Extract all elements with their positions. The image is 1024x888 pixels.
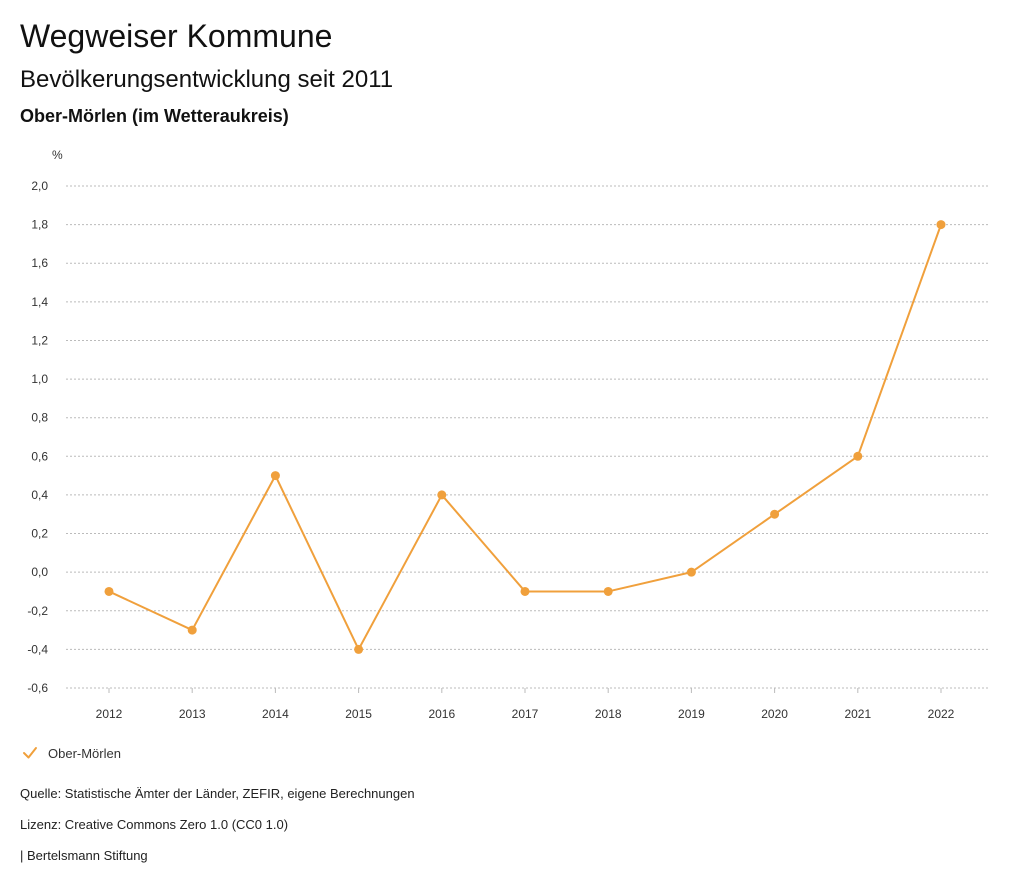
data-point[interactable] bbox=[520, 586, 530, 596]
x-tick-label: 2014 bbox=[262, 707, 289, 721]
y-axis-unit-label: % bbox=[52, 148, 63, 162]
source-note: Quelle: Statistische Ämter der Länder, Z… bbox=[20, 786, 415, 801]
x-tick-label: 2022 bbox=[928, 707, 955, 721]
y-tick-label: 1,4 bbox=[31, 295, 48, 309]
line-chart: % 2,0 1,8 1,6 1,4 1,2 1,0 0,8 0,6 0,4 0,2 0,0 -0,2 -… bbox=[27, 148, 990, 721]
region-label: Ober-Mörlen (im Wetteraukreis) bbox=[20, 106, 289, 126]
x-tick-label: 2017 bbox=[512, 707, 539, 721]
series-ober-moerlen bbox=[104, 220, 946, 654]
y-tick-label: 2,0 bbox=[31, 179, 48, 193]
data-point[interactable] bbox=[437, 490, 447, 500]
x-tick-label: 2016 bbox=[428, 707, 455, 721]
x-tick-label: 2019 bbox=[678, 707, 705, 721]
check-icon bbox=[23, 747, 37, 759]
data-point[interactable] bbox=[104, 586, 114, 596]
data-point[interactable] bbox=[270, 471, 280, 481]
legend[interactable]: Ober-Mörlen bbox=[20, 743, 121, 763]
data-point[interactable] bbox=[603, 586, 613, 596]
x-axis-ticks: 2012 2013 2014 2015 2016 2017 2018 2019 2020 2021… bbox=[96, 688, 955, 721]
y-axis-ticks: 2,0 1,8 1,6 1,4 1,2 1,0 0,8 0,6 0,4 0,2 0,0 -0,2 -0,… bbox=[27, 179, 48, 695]
data-point[interactable] bbox=[354, 644, 364, 654]
license-note: Lizenz: Creative Commons Zero 1.0 (CC0 1… bbox=[20, 817, 289, 832]
y-tick-label: -0,4 bbox=[27, 642, 48, 656]
organization-credit: | Bertelsmann Stiftung bbox=[20, 848, 148, 863]
series-line bbox=[108, 224, 942, 651]
grid-lines bbox=[66, 185, 990, 689]
x-tick-label: 2012 bbox=[96, 707, 123, 721]
x-tick-label: 2021 bbox=[844, 707, 871, 721]
data-point[interactable] bbox=[936, 220, 946, 230]
y-tick-label: 1,2 bbox=[31, 333, 48, 347]
y-tick-label: 0,0 bbox=[31, 565, 48, 579]
y-tick-label: 1,0 bbox=[31, 372, 48, 386]
y-tick-label: -0,6 bbox=[27, 681, 48, 695]
data-point[interactable] bbox=[187, 625, 197, 635]
y-tick-label: 0,6 bbox=[31, 449, 48, 463]
chart-subtitle: Bevölkerungsentwicklung seit 2011 bbox=[20, 66, 394, 93]
legend-label: Ober-Mörlen bbox=[48, 745, 121, 761]
y-tick-label: 1,8 bbox=[31, 218, 48, 232]
x-tick-label: 2013 bbox=[179, 707, 206, 721]
y-tick-label: -0,2 bbox=[27, 604, 48, 618]
data-point[interactable] bbox=[853, 451, 863, 461]
y-tick-label: 0,8 bbox=[31, 411, 48, 425]
data-point[interactable] bbox=[770, 509, 780, 519]
x-tick-label: 2018 bbox=[595, 707, 622, 721]
y-tick-label: 0,2 bbox=[31, 527, 48, 541]
data-point[interactable] bbox=[686, 567, 696, 577]
y-tick-label: 0,4 bbox=[31, 488, 48, 502]
page-title: Wegweiser Kommune bbox=[20, 18, 333, 54]
x-tick-label: 2015 bbox=[345, 707, 372, 721]
x-tick-label: 2020 bbox=[761, 707, 788, 721]
y-tick-label: 1,6 bbox=[31, 256, 48, 270]
